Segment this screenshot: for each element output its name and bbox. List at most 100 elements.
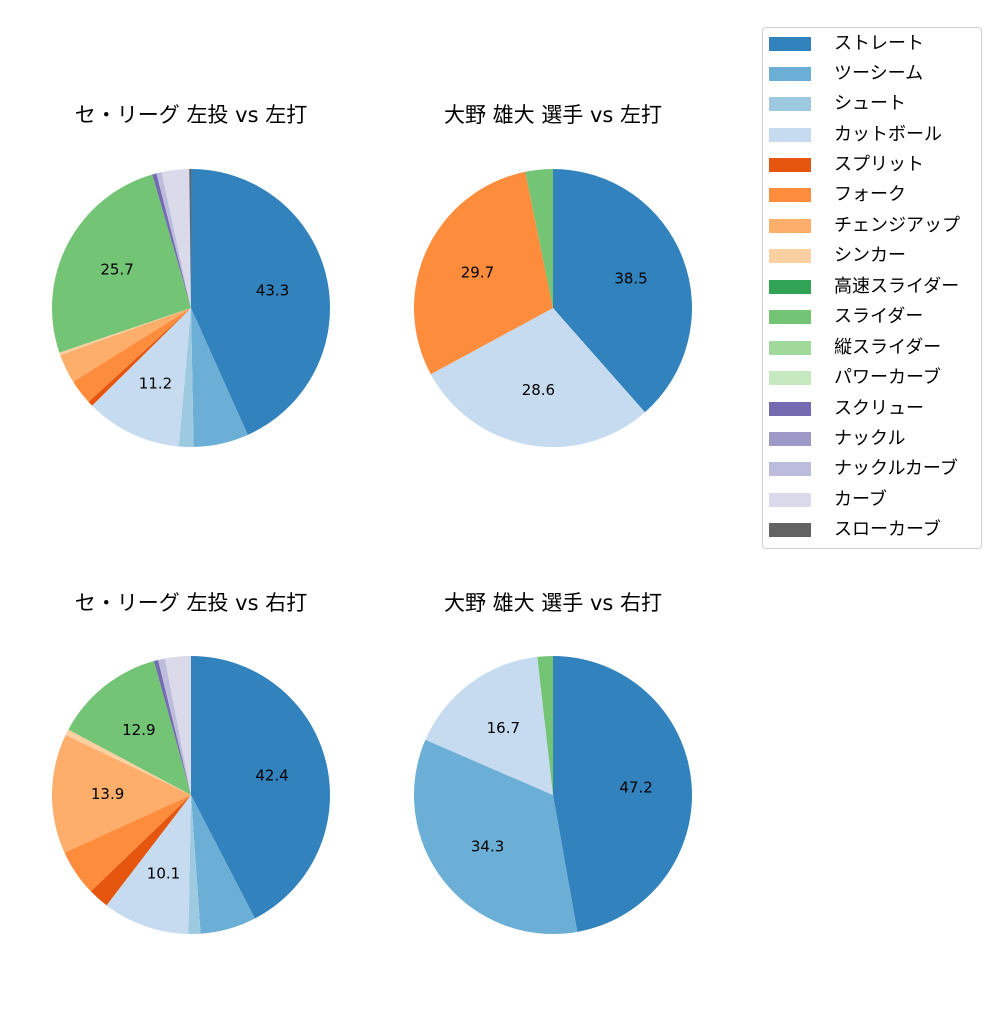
- legend-swatch: [769, 462, 811, 476]
- pie-panel-league-vs-left: セ・リーグ 左投 vs 左打 43.3 11.2 25.7: [21, 100, 361, 540]
- pie-slice: [189, 169, 191, 308]
- pie-slice: [59, 308, 192, 356]
- pie-chart: 43.3 11.2 25.7: [52, 169, 330, 448]
- legend-swatch: [769, 219, 811, 233]
- legend-item: ツーシーム: [769, 63, 923, 85]
- pie-slice: [414, 171, 553, 375]
- pie-slice: [425, 656, 553, 795]
- legend-label: 高速スライダー: [834, 276, 960, 297]
- slice-value-label: 25.7: [100, 260, 133, 278]
- legend-label: ナックル: [834, 428, 906, 449]
- pie-slice: [64, 795, 191, 892]
- legend-label: チェンジアップ: [834, 215, 960, 236]
- legend-label: スプリット: [834, 154, 924, 175]
- legend-label: ツーシーム: [834, 63, 924, 84]
- pie-slice: [191, 795, 255, 934]
- pie-panel-league-vs-right: セ・リーグ 左投 vs 右打 42.4 10.1 13.9 12.9: [21, 588, 361, 1028]
- legend-item: シンカー: [769, 245, 906, 267]
- legend-swatch: [769, 97, 811, 111]
- legend-swatch: [769, 67, 811, 81]
- legend-swatch: [769, 310, 811, 324]
- legend-item: ストレート: [769, 33, 924, 55]
- legend-item: スライダー: [769, 306, 923, 328]
- slice-value-label: 43.3: [256, 282, 289, 300]
- legend-label: カーブ: [834, 489, 887, 510]
- legend-label: シュート: [834, 93, 906, 114]
- legend-label: シンカー: [834, 245, 906, 266]
- legend-item: カーブ: [769, 489, 887, 511]
- pie-panel-player-vs-right: 大野 雄大 選手 vs 右打 47.2 34.3 16.7: [383, 588, 723, 1028]
- legend-swatch: [769, 432, 811, 446]
- legend-item: 高速スライダー: [769, 276, 959, 298]
- legend-label: パワーカーブ: [834, 367, 941, 388]
- pie-chart: 38.5 28.6 29.7: [414, 169, 692, 448]
- legend-label: スクリュー: [834, 398, 924, 419]
- chart-title: セ・リーグ 左投 vs 右打: [74, 591, 308, 615]
- legend-swatch: [769, 280, 811, 294]
- pie-slice: [158, 658, 191, 795]
- slice-value-label: 29.7: [461, 264, 494, 282]
- legend-swatch: [769, 37, 811, 51]
- legend-label: ストレート: [834, 33, 924, 54]
- slice-value-label: 16.7: [487, 719, 520, 737]
- legend-swatch: [769, 158, 811, 172]
- legend-label: フォーク: [834, 184, 906, 205]
- pie-slice: [537, 656, 553, 795]
- legend-item: 縦スライダー: [769, 337, 941, 359]
- pie-slice: [553, 169, 692, 413]
- legend-item: パワーカーブ: [769, 367, 941, 389]
- legend-swatch: [769, 128, 811, 142]
- pie-slice: [106, 795, 191, 934]
- legend: ストレート ツーシーム シュート カットボール スプリット フォーク チェンジア…: [762, 27, 982, 549]
- pie-chart: 42.4 10.1 13.9 12.9: [51, 656, 331, 934]
- slice-value-label: 11.2: [139, 374, 172, 392]
- slice-value-label: 42.4: [255, 766, 288, 784]
- legend-item: スプリット: [769, 154, 924, 176]
- slice-value-label: 38.5: [614, 270, 647, 288]
- pie-slice: [164, 656, 191, 795]
- pie-slice: [414, 739, 578, 934]
- legend-item: ナックルカーブ: [769, 458, 958, 480]
- chart-title: 大野 雄大 選手 vs 右打: [443, 591, 663, 615]
- slice-value-label: 34.3: [471, 838, 504, 856]
- pie-slice: [191, 169, 330, 435]
- pie-slice: [188, 795, 201, 934]
- legend-swatch: [769, 341, 811, 355]
- pie-slice: [152, 173, 191, 308]
- chart-title: 大野 雄大 選手 vs 左打: [443, 103, 663, 127]
- pie-slice: [52, 174, 191, 353]
- pie-slice: [156, 172, 191, 308]
- slice-value-label: 10.1: [147, 865, 180, 883]
- pie-slice: [553, 656, 692, 932]
- pie-slice: [178, 308, 194, 448]
- slice-value-label: 13.9: [91, 785, 124, 803]
- legend-swatch: [769, 188, 811, 202]
- legend-item: カットボール: [769, 124, 942, 146]
- legend-label: ナックルカーブ: [834, 458, 958, 479]
- legend-swatch: [769, 402, 811, 416]
- legend-swatch: [769, 249, 811, 263]
- legend-label: スローカーブ: [834, 519, 941, 540]
- pie-slice: [161, 169, 191, 308]
- legend-item: フォーク: [769, 184, 906, 206]
- pie-slice: [92, 308, 191, 447]
- pie-slice: [88, 308, 191, 406]
- pie-slice: [191, 308, 248, 447]
- chart-title: セ・リーグ 左投 vs 左打: [74, 103, 308, 127]
- pie-slice: [191, 656, 331, 919]
- legend-item: チェンジアップ: [769, 215, 960, 237]
- slice-value-label: 47.2: [619, 779, 652, 797]
- pie-slice: [153, 659, 191, 795]
- legend-item: ナックル: [769, 428, 905, 450]
- legend-label: 縦スライダー: [834, 337, 942, 358]
- legend-label: カットボール: [834, 124, 942, 145]
- slice-value-label: 28.6: [522, 381, 555, 399]
- pie-slice: [60, 308, 191, 382]
- legend-item: シュート: [769, 93, 906, 115]
- legend-swatch: [769, 371, 811, 385]
- pie-chart: 47.2 34.3 16.7: [414, 656, 692, 934]
- legend-label: スライダー: [834, 306, 924, 327]
- legend-swatch: [769, 493, 811, 507]
- slice-value-label: 12.9: [122, 721, 155, 739]
- legend-item: スクリュー: [769, 398, 924, 420]
